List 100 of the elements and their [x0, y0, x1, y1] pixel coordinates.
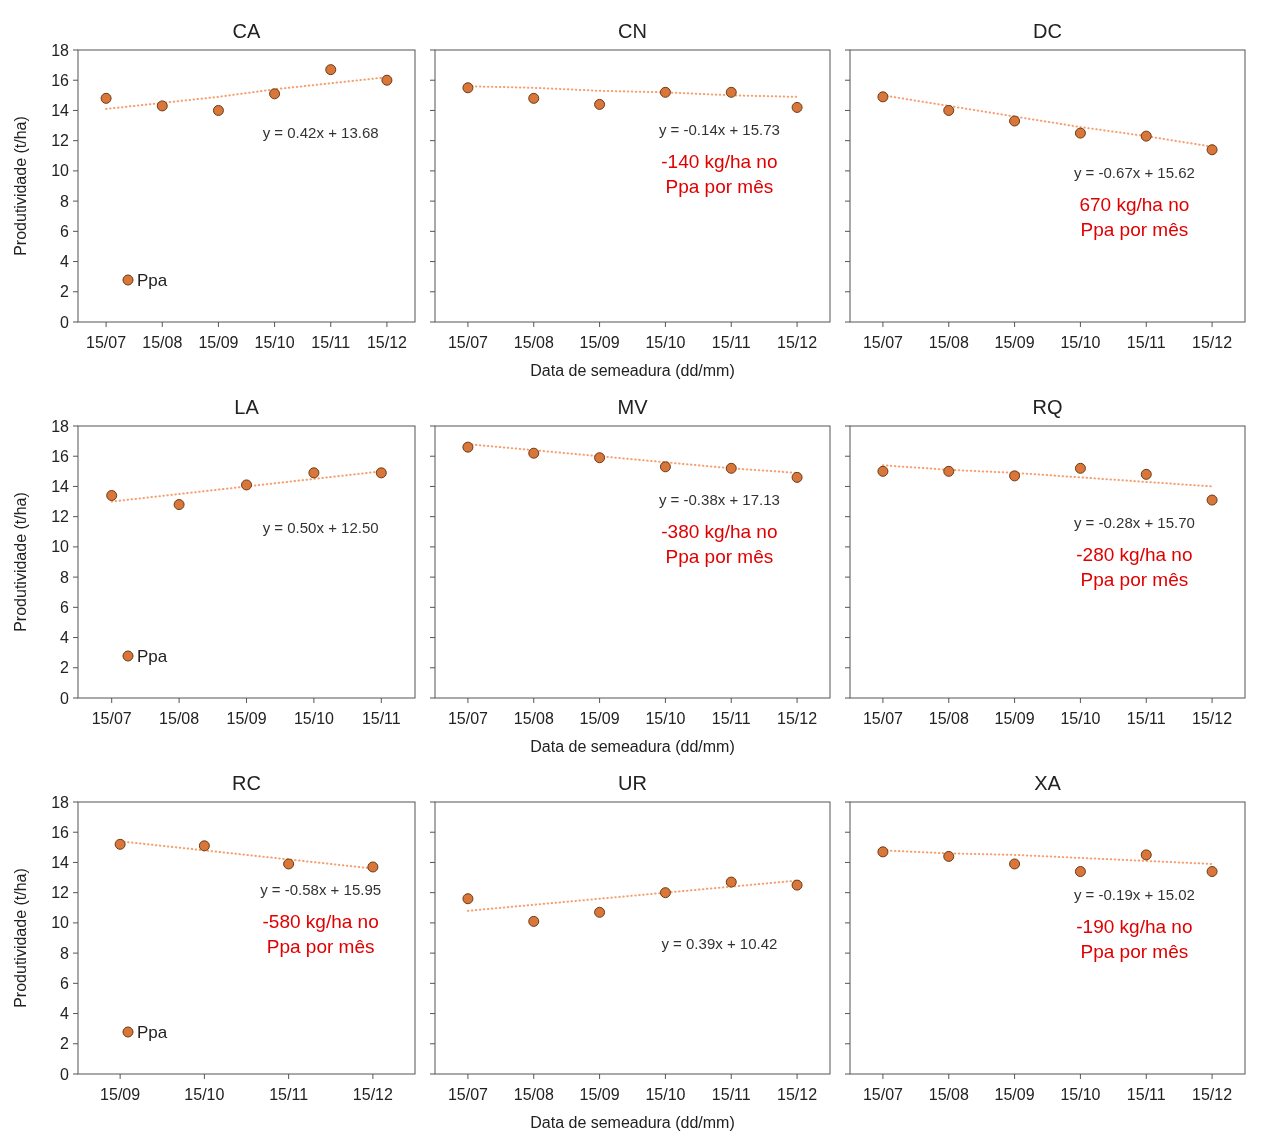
annotation: y = 0.50x + 12.50 [262, 518, 379, 536]
legend-label: Ppa [137, 646, 168, 666]
point [375, 467, 387, 479]
x-tick-label: 15/08 [159, 710, 200, 727]
point [241, 479, 252, 491]
y-axis-title: Produtividade (t/ha) [12, 116, 29, 256]
annotation: y = -0.28x + 15.70 [1073, 514, 1195, 532]
point [877, 846, 889, 858]
chart-title: MV [617, 396, 649, 418]
point [462, 441, 474, 453]
x-tick-label: 15/11 [311, 334, 351, 351]
annotation: Ppa por mês [665, 546, 774, 568]
annotation: -280 kg/ha no [1076, 544, 1193, 566]
x-tick-label: 15/09 [226, 710, 267, 727]
y-tick-label: 8 [60, 568, 70, 586]
annotation: Ppa por mês [1080, 940, 1189, 962]
x-tick-label: 15/10 [1060, 334, 1101, 351]
y-tick-label: 18 [51, 41, 70, 59]
y-tick-label: 16 [51, 823, 70, 841]
x-tick-label: 15/09 [579, 334, 620, 351]
y-tick-label: 0 [60, 313, 70, 331]
x-axis-title: Data de semeadura (dd/mm) [530, 362, 735, 379]
y-tick-label: 10 [51, 914, 70, 932]
y-tick-label: 12 [51, 132, 70, 150]
y-tick-label: 10 [51, 538, 70, 556]
y-axis-title: Produtividade (t/ha) [12, 492, 29, 632]
y-tick-label: 0 [60, 1065, 70, 1083]
annotation: Ppa por mês [1080, 218, 1189, 240]
annotation: y = -0.19x + 15.02 [1073, 885, 1195, 903]
x-tick-label: 15/09 [994, 1086, 1035, 1103]
point [594, 452, 606, 464]
y-tick-label: 16 [51, 447, 70, 465]
annotation: y = 0.39x + 10.42 [661, 935, 778, 953]
annotation: -190 kg/ha no [1076, 915, 1193, 937]
x-tick-label: 15/09 [579, 710, 620, 727]
y-tick-label: 12 [51, 508, 70, 526]
chart-title: CN [618, 20, 647, 42]
x-tick-label: 15/10 [293, 710, 335, 727]
y-tick-label: 14 [51, 478, 70, 496]
legend-label: Ppa [137, 270, 168, 290]
x-tick-label: 15/10 [645, 710, 686, 727]
x-tick-label: 15/09 [198, 334, 239, 351]
point [1009, 858, 1021, 870]
point [791, 101, 803, 113]
point [1140, 130, 1152, 142]
y-tick-label: 18 [51, 793, 70, 811]
x-axis-title: Data de semeadura (dd/mm) [530, 1114, 735, 1131]
point [462, 893, 474, 905]
x-tick-label: 15/11 [1126, 710, 1166, 727]
y-tick-label: 14 [51, 854, 70, 872]
point [659, 887, 671, 899]
y-tick-label: 4 [60, 1005, 70, 1023]
y-tick-label: 6 [60, 598, 70, 616]
x-tick-label: 15/12 [777, 710, 818, 727]
point [381, 74, 393, 86]
point [367, 861, 379, 873]
x-tick-label: 15/10 [184, 1086, 225, 1103]
x-tick-label: 15/12 [1192, 710, 1233, 727]
point [791, 471, 803, 483]
point [1074, 866, 1086, 878]
annotation: -140 kg/ha no [661, 151, 778, 173]
point [1140, 849, 1152, 861]
point [877, 465, 889, 477]
point [528, 447, 540, 459]
y-tick-label: 2 [60, 1035, 70, 1053]
annotation: -380 kg/ha no [661, 521, 778, 543]
chart-title: LA [234, 396, 260, 418]
y-tick-label: 0 [60, 689, 70, 707]
chart-title: RC [232, 772, 261, 794]
x-tick-label: 15/11 [269, 1086, 309, 1103]
y-tick-label: 6 [60, 222, 70, 240]
annotation: y = 0.42x + 13.68 [262, 124, 379, 142]
y-axis-title: Produtividade (t/ha) [12, 868, 29, 1008]
annotation: y = -0.38x + 17.13 [658, 491, 780, 509]
x-tick-label: 15/11 [1126, 1086, 1166, 1103]
x-tick-label: 15/12 [777, 1086, 818, 1103]
x-tick-label: 15/11 [711, 1086, 751, 1103]
x-tick-label: 15/07 [862, 334, 904, 351]
point [106, 490, 118, 502]
point [325, 64, 337, 76]
chart-title: CA [232, 20, 262, 42]
y-tick-label: 18 [51, 417, 70, 435]
point [173, 499, 185, 511]
x-tick-label: 15/07 [447, 334, 489, 351]
x-tick-label: 15/10 [1060, 710, 1101, 727]
x-tick-label: 15/07 [86, 334, 127, 351]
point [1206, 494, 1218, 506]
x-tick-label: 15/08 [513, 710, 554, 727]
x-tick-label: 15/09 [994, 710, 1035, 727]
point [943, 850, 955, 862]
x-tick-label: 15/07 [447, 1086, 489, 1103]
x-tick-label: 15/07 [447, 710, 489, 727]
y-tick-label: 6 [60, 974, 70, 992]
chart-title: RQ [1032, 396, 1063, 418]
x-tick-label: 15/10 [1060, 1086, 1101, 1103]
point [1206, 144, 1218, 156]
annotation: -580 kg/ha no [262, 910, 379, 932]
x-tick-label: 15/08 [928, 710, 969, 727]
y-tick-label: 2 [60, 283, 70, 301]
point [877, 91, 889, 103]
